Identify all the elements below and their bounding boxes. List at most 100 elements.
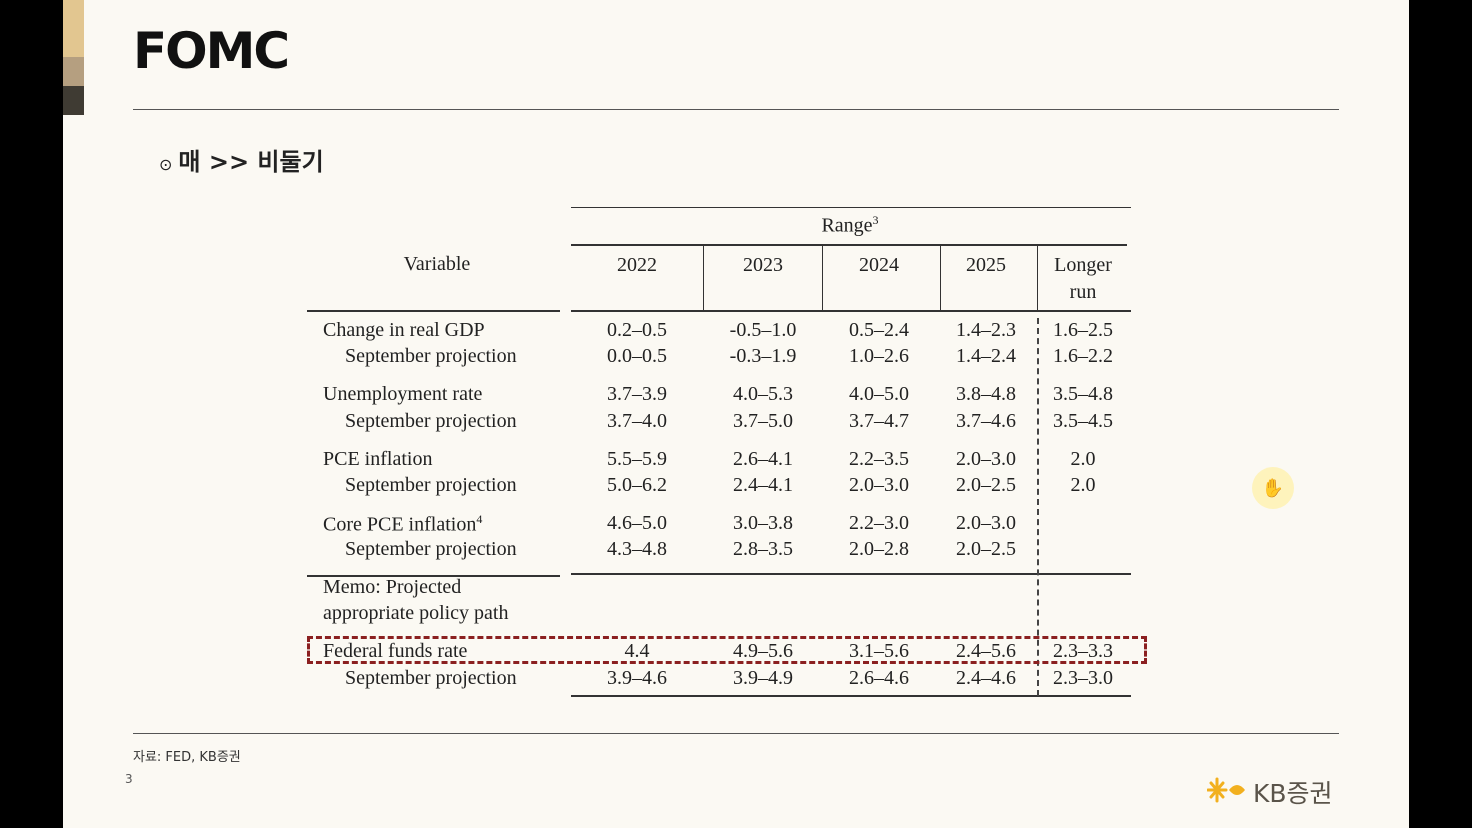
table-cell: 2.3–3.0 xyxy=(1053,667,1113,689)
table-cell: 0.5–2.4 xyxy=(849,319,909,341)
table-cell: 2.4–5.6 xyxy=(956,640,1016,662)
table-rule xyxy=(307,310,560,312)
table-cell: -0.5–1.0 xyxy=(729,319,797,341)
column-divider xyxy=(703,246,704,310)
row-label-text: appropriate policy path xyxy=(323,602,509,624)
page-number: 3 xyxy=(125,772,133,786)
row-label-text: Change in real GDP xyxy=(323,319,485,341)
table-cell: 4.4 xyxy=(624,640,650,662)
row-label-pce-sep: September projection xyxy=(345,475,517,495)
table-cell: 1.6–2.2 xyxy=(1053,345,1113,367)
accent-bar-mid xyxy=(63,57,84,86)
table-cell: 1.4–2.3 xyxy=(956,319,1016,341)
row-label-text: Unemployment rate xyxy=(323,383,483,405)
col-header-2023: 2023 xyxy=(743,254,783,276)
table-cell: 2.6–4.1 xyxy=(733,448,793,470)
range-label: Range xyxy=(821,214,873,237)
row-label-core-sep: September projection xyxy=(345,539,517,559)
row-label-gdp: Change in real GDP xyxy=(323,320,485,340)
row-label-unemp: Unemployment rate xyxy=(323,384,482,404)
row-label-text: PCE inflation xyxy=(323,448,433,470)
table-rule xyxy=(571,207,1131,208)
federal-funds-highlight xyxy=(307,636,1147,664)
row-label-text: Core PCE inflation xyxy=(323,513,477,536)
table-cell: 4.3–4.8 xyxy=(607,538,667,560)
table-cell: 1.6–2.5 xyxy=(1053,319,1113,341)
table-cell: 4.9–5.6 xyxy=(733,640,793,662)
table-cell: 3.9–4.9 xyxy=(733,667,793,689)
table-cell: 2.0–3.0 xyxy=(849,474,909,496)
table-cell: 4.0–5.3 xyxy=(733,383,793,405)
table-cell: 2.0 xyxy=(1070,474,1096,496)
range-header: Range3 xyxy=(821,214,878,236)
table-cell: 3.7–4.0 xyxy=(607,410,667,432)
table-cell: 5.5–5.9 xyxy=(607,448,667,470)
row-label-ffr: Federal funds rate xyxy=(323,641,467,661)
row-label-text: September projection xyxy=(345,474,517,496)
table-cell: 2.3–3.3 xyxy=(1053,640,1113,662)
table-cell: 0.2–0.5 xyxy=(607,319,667,341)
table-cell: 0.0–0.5 xyxy=(607,345,667,367)
table-cell: 3.7–4.7 xyxy=(849,410,909,432)
table-cell: 2.4–4.1 xyxy=(733,474,793,496)
slide-title: FOMC xyxy=(133,22,290,80)
title-divider xyxy=(133,109,1339,110)
column-divider xyxy=(1037,246,1038,310)
row-label-text: September projection xyxy=(345,410,517,432)
longer-run-divider xyxy=(1037,318,1039,696)
table-cell: 1.4–2.4 xyxy=(956,345,1016,367)
table-cell: 4.0–5.0 xyxy=(849,383,909,405)
column-divider xyxy=(940,246,941,310)
kb-star-icon xyxy=(1206,775,1247,809)
table-cell: 2.0 xyxy=(1070,448,1096,470)
table-rule xyxy=(571,310,1131,312)
slide: FOMC ⊙ 매 >> 비둘기 Range3 Variable 2022 2023… xyxy=(63,0,1409,828)
accent-bar-light xyxy=(63,0,84,57)
table-cell: 3.7–4.6 xyxy=(956,410,1016,432)
table-cell: 3.1–5.6 xyxy=(849,640,909,662)
table-cell: 3.7–3.9 xyxy=(607,383,667,405)
row-label-ffr-sep: September projection xyxy=(345,668,517,688)
table-rule xyxy=(307,575,560,577)
table-cell: 2.0–2.8 xyxy=(849,538,909,560)
table-cell: 3.9–4.6 xyxy=(607,667,667,689)
col-header-2024: 2024 xyxy=(859,254,899,276)
footer-divider xyxy=(133,733,1339,734)
column-divider xyxy=(822,246,823,310)
row-label-text: September projection xyxy=(345,345,517,367)
range-footnote: 3 xyxy=(872,213,879,227)
table-cell: 2.0–2.5 xyxy=(956,538,1016,560)
table-rule xyxy=(571,573,1131,575)
logo-text: KB증권 xyxy=(1253,779,1333,808)
subheading-text: 매 >> 비둘기 xyxy=(178,148,324,176)
table-cell: 3.8–4.8 xyxy=(956,383,1016,405)
table-cell: 2.0–3.0 xyxy=(956,512,1016,534)
source-note: 자료: FED, KB증권 xyxy=(133,750,241,765)
table-cell: 2.2–3.0 xyxy=(849,512,909,534)
row-label-unemp-sep: September projection xyxy=(345,411,517,431)
subheading: ⊙ 매 >> 비둘기 xyxy=(159,142,324,177)
row-label-pce: PCE inflation xyxy=(323,449,432,469)
table-cell: 3.5–4.5 xyxy=(1053,410,1113,432)
variable-header: Variable xyxy=(403,253,471,275)
accent-bar-dark xyxy=(63,86,84,115)
table-cell: -0.3–1.9 xyxy=(729,345,797,367)
table-cell: 1.0–2.6 xyxy=(849,345,909,367)
bullet-icon: ⊙ xyxy=(159,155,173,174)
table-cell: 2.6–4.6 xyxy=(849,667,909,689)
table-cell: 2.0–3.0 xyxy=(956,448,1016,470)
row-label-text: September projection xyxy=(345,667,517,689)
hand-cursor-icon: ✋ xyxy=(1252,467,1294,509)
col-header-2022: 2022 xyxy=(617,254,657,276)
table-rule xyxy=(571,695,1131,697)
table-cell: 2.4–4.6 xyxy=(956,667,1016,689)
row-label-text: Memo: Projected xyxy=(323,576,462,598)
row-label-text: Federal funds rate xyxy=(323,640,468,662)
col-header-longer: Longer xyxy=(1054,254,1112,276)
row-label-memo2: appropriate policy path xyxy=(323,603,509,623)
table-cell: 2.0–2.5 xyxy=(956,474,1016,496)
row-label-text: September projection xyxy=(345,538,517,560)
row-label-core: Core PCE inflation4 xyxy=(323,513,482,535)
table-cell: 2.2–3.5 xyxy=(849,448,909,470)
col-header-2025: 2025 xyxy=(966,254,1006,276)
